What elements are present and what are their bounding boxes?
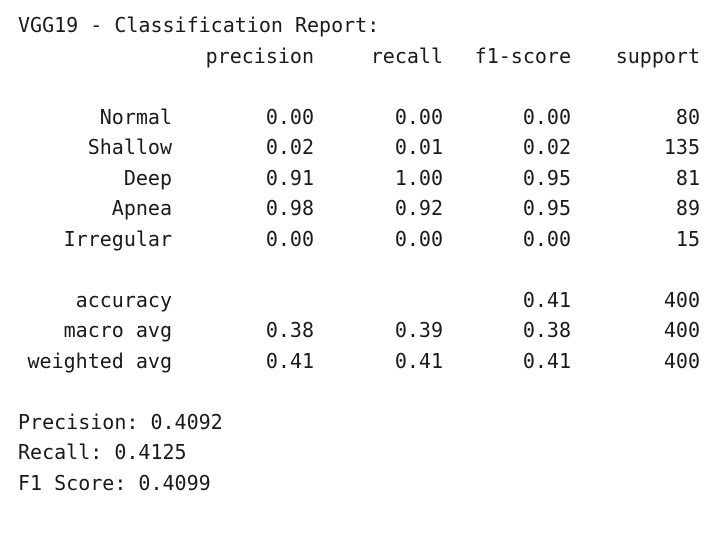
report-title: VGG19 - Classification Report: <box>18 13 380 37</box>
row-f1-score: 0.00 <box>522 104 571 129</box>
row-support: 89 <box>675 196 700 220</box>
header-recall: recall <box>370 43 443 68</box>
blank-line <box>18 71 718 102</box>
table-row: Shallow 0.02 0.01 0.02 135 <box>18 132 718 163</box>
macro-avg-precision: 0.38 <box>265 318 314 342</box>
row-recall: 0.00 <box>394 104 443 129</box>
row-precision: 0.00 <box>265 226 314 251</box>
blank-line <box>18 376 718 407</box>
macro-avg-row: macro avg 0.38 0.39 0.38 400 <box>18 315 718 346</box>
weighted-avg-support: 400 <box>663 348 700 373</box>
row-precision: 0.98 <box>265 196 314 220</box>
accuracy-support: 400 <box>663 287 700 312</box>
table-row: Apnea 0.98 0.92 0.95 89 <box>18 193 718 224</box>
row-f1-score: 0.02 <box>522 135 571 159</box>
summary-recall-line: Recall: 0.4125 <box>18 437 718 468</box>
summary-precision: Precision: 0.4092 <box>18 409 223 434</box>
macro-avg-support: 400 <box>663 318 700 342</box>
row-label: Apnea <box>111 196 172 220</box>
weighted-avg-row: weighted avg 0.41 0.41 0.41 400 <box>18 346 718 377</box>
summary-f1-score: F1 Score: 0.4099 <box>18 470 211 495</box>
header-f1-score: f1-score <box>474 43 571 68</box>
row-recall: 0.01 <box>394 135 443 159</box>
row-f1-score: 0.95 <box>522 165 571 190</box>
report-title-line: VGG19 - Classification Report: <box>18 10 718 41</box>
header-support: support <box>615 43 700 68</box>
weighted-avg-label: weighted avg <box>27 348 173 373</box>
row-label: Deep <box>123 165 172 190</box>
row-label: Shallow <box>87 135 172 159</box>
row-recall: 0.92 <box>394 196 443 220</box>
row-recall: 0.00 <box>394 226 443 251</box>
table-row: Normal 0.00 0.00 0.00 80 <box>18 102 718 133</box>
accuracy-value: 0.41 <box>522 287 571 312</box>
macro-avg-label: macro avg <box>63 318 172 342</box>
row-label: Normal <box>99 104 172 129</box>
summary-recall: Recall: 0.4125 <box>18 440 187 464</box>
row-precision: 0.91 <box>265 165 314 190</box>
row-recall: 1.00 <box>394 165 443 190</box>
accuracy-label: accuracy <box>75 287 172 312</box>
accuracy-row: accuracy 0.41 400 <box>18 285 718 316</box>
table-row: Deep 0.91 1.00 0.95 81 <box>18 163 718 194</box>
blank-line <box>18 254 718 285</box>
console-output: VGG19 - Classification Report: precision… <box>18 10 718 498</box>
row-precision: 0.02 <box>265 135 314 159</box>
table-row: Irregular 0.00 0.00 0.00 15 <box>18 224 718 255</box>
row-label: Irregular <box>63 226 172 251</box>
row-support: 81 <box>675 165 700 190</box>
row-support: 15 <box>675 226 700 251</box>
row-precision: 0.00 <box>265 104 314 129</box>
row-f1-score: 0.00 <box>522 226 571 251</box>
macro-avg-f1-score: 0.38 <box>522 318 571 342</box>
summary-precision-line: Precision: 0.4092 <box>18 407 718 438</box>
weighted-avg-precision: 0.41 <box>265 348 314 373</box>
row-f1-score: 0.95 <box>522 196 571 220</box>
row-support: 80 <box>675 104 700 129</box>
weighted-avg-f1-score: 0.41 <box>522 348 571 373</box>
row-support: 135 <box>663 135 700 159</box>
summary-f1-line: F1 Score: 0.4099 <box>18 468 718 499</box>
header-precision: precision <box>205 43 314 68</box>
weighted-avg-recall: 0.41 <box>394 348 443 373</box>
header-row: precision recall f1-score support <box>18 41 718 72</box>
macro-avg-recall: 0.39 <box>394 318 443 342</box>
